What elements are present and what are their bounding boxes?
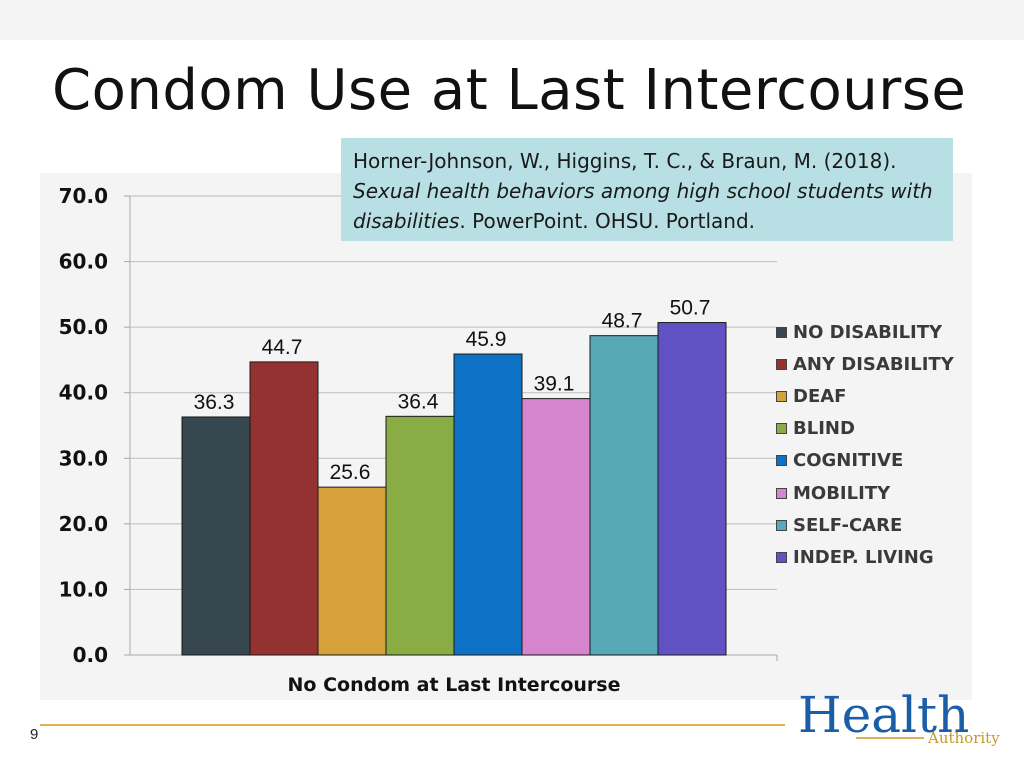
data-labels: 36.3 44.7 25.6 36.4 45.9 39.1 48.7 50.7 xyxy=(194,297,711,485)
y-axis: 0.0 10.0 20.0 30.0 40.0 50.0 60.0 70.0 xyxy=(59,184,108,667)
legend-label: NO DISABILITY xyxy=(793,321,943,343)
legend-label: DEAF xyxy=(793,385,847,407)
legend-item: BLIND xyxy=(776,413,954,445)
legend-item: SELF-CARE xyxy=(776,509,954,541)
data-label: 45.9 xyxy=(466,328,507,351)
y-tick-label: 0.0 xyxy=(73,643,108,667)
bar-any-disability xyxy=(249,361,319,656)
legend-swatch xyxy=(776,326,787,338)
y-tick-label: 30.0 xyxy=(59,446,108,470)
legend-label: SELF-CARE xyxy=(793,514,903,536)
legend-item: MOBILITY xyxy=(776,477,954,509)
slide-title: Condom Use at Last Intercourse xyxy=(52,58,967,123)
chart-legend: NO DISABILITY ANY DISABILITY DEAF BLIND COGN… xyxy=(776,316,954,574)
legend-label: ANY DISABILITY xyxy=(793,353,954,375)
bar-deaf xyxy=(317,486,387,656)
citation-work-title: Sexual health behaviors among high schoo… xyxy=(353,179,933,233)
bar-chart: 0.0 10.0 20.0 30.0 40.0 50.0 60.0 70.0 36.3 44.7… xyxy=(59,184,778,696)
data-label: 36.4 xyxy=(398,390,439,413)
data-label: 25.6 xyxy=(330,461,371,484)
y-tick-label: 40.0 xyxy=(59,381,108,405)
legend-swatch xyxy=(776,390,787,402)
legend-label: MOBILITY xyxy=(793,482,891,504)
legend-label: COGNITIVE xyxy=(793,450,904,472)
data-label: 48.7 xyxy=(602,310,643,333)
x-axis-label: No Condom at Last Intercourse xyxy=(288,674,621,696)
legend-swatch xyxy=(776,551,787,563)
health-authority-logo: Health Authority xyxy=(798,688,1000,746)
citation-details: . PowerPoint. OHSU. Portland. xyxy=(459,209,755,233)
data-label: 50.7 xyxy=(670,297,711,320)
legend-item: INDEP. LIVING xyxy=(776,541,954,573)
logo-subtitle: Authority xyxy=(927,729,1000,746)
data-label: 39.1 xyxy=(534,373,575,396)
bar-blind xyxy=(385,415,455,656)
legend-swatch xyxy=(776,519,787,531)
bar-indep-living xyxy=(657,322,727,656)
bar-no-disability xyxy=(181,416,251,656)
citation-authors: Horner-Johnson, W., Higgins, T. C., & Br… xyxy=(353,149,897,173)
legend-swatch xyxy=(776,423,787,435)
logo-wordmark: Health xyxy=(798,688,969,744)
data-label: 44.7 xyxy=(262,336,303,359)
legend-item: COGNITIVE xyxy=(776,445,954,477)
y-tick-label: 60.0 xyxy=(59,250,108,274)
citation-box: Horner-Johnson, W., Higgins, T. C., & Br… xyxy=(341,138,953,241)
chart-panel: 0.0 10.0 20.0 30.0 40.0 50.0 60.0 70.0 36.3 44.7… xyxy=(40,173,972,700)
legend-label: INDEP. LIVING xyxy=(793,546,934,568)
y-tick-label: 70.0 xyxy=(59,184,108,208)
y-tick-label: 10.0 xyxy=(59,577,108,601)
legend-item: ANY DISABILITY xyxy=(776,348,954,380)
legend-swatch xyxy=(776,487,787,499)
bars xyxy=(181,322,727,656)
bar-cognitive xyxy=(453,353,523,656)
footer-divider xyxy=(40,724,785,726)
legend-label: BLIND xyxy=(793,418,855,440)
bar-self-care xyxy=(589,335,659,656)
legend-swatch xyxy=(776,455,787,467)
y-tick-label: 50.0 xyxy=(59,315,108,339)
legend-swatch xyxy=(776,358,787,370)
legend-item: NO DISABILITY xyxy=(776,316,954,348)
data-label: 36.3 xyxy=(194,391,235,414)
page-number: 9 xyxy=(30,726,39,743)
y-tick-label: 20.0 xyxy=(59,512,108,536)
bar-mobility xyxy=(521,398,591,656)
top-bar xyxy=(0,0,1024,40)
legend-item: DEAF xyxy=(776,380,954,412)
